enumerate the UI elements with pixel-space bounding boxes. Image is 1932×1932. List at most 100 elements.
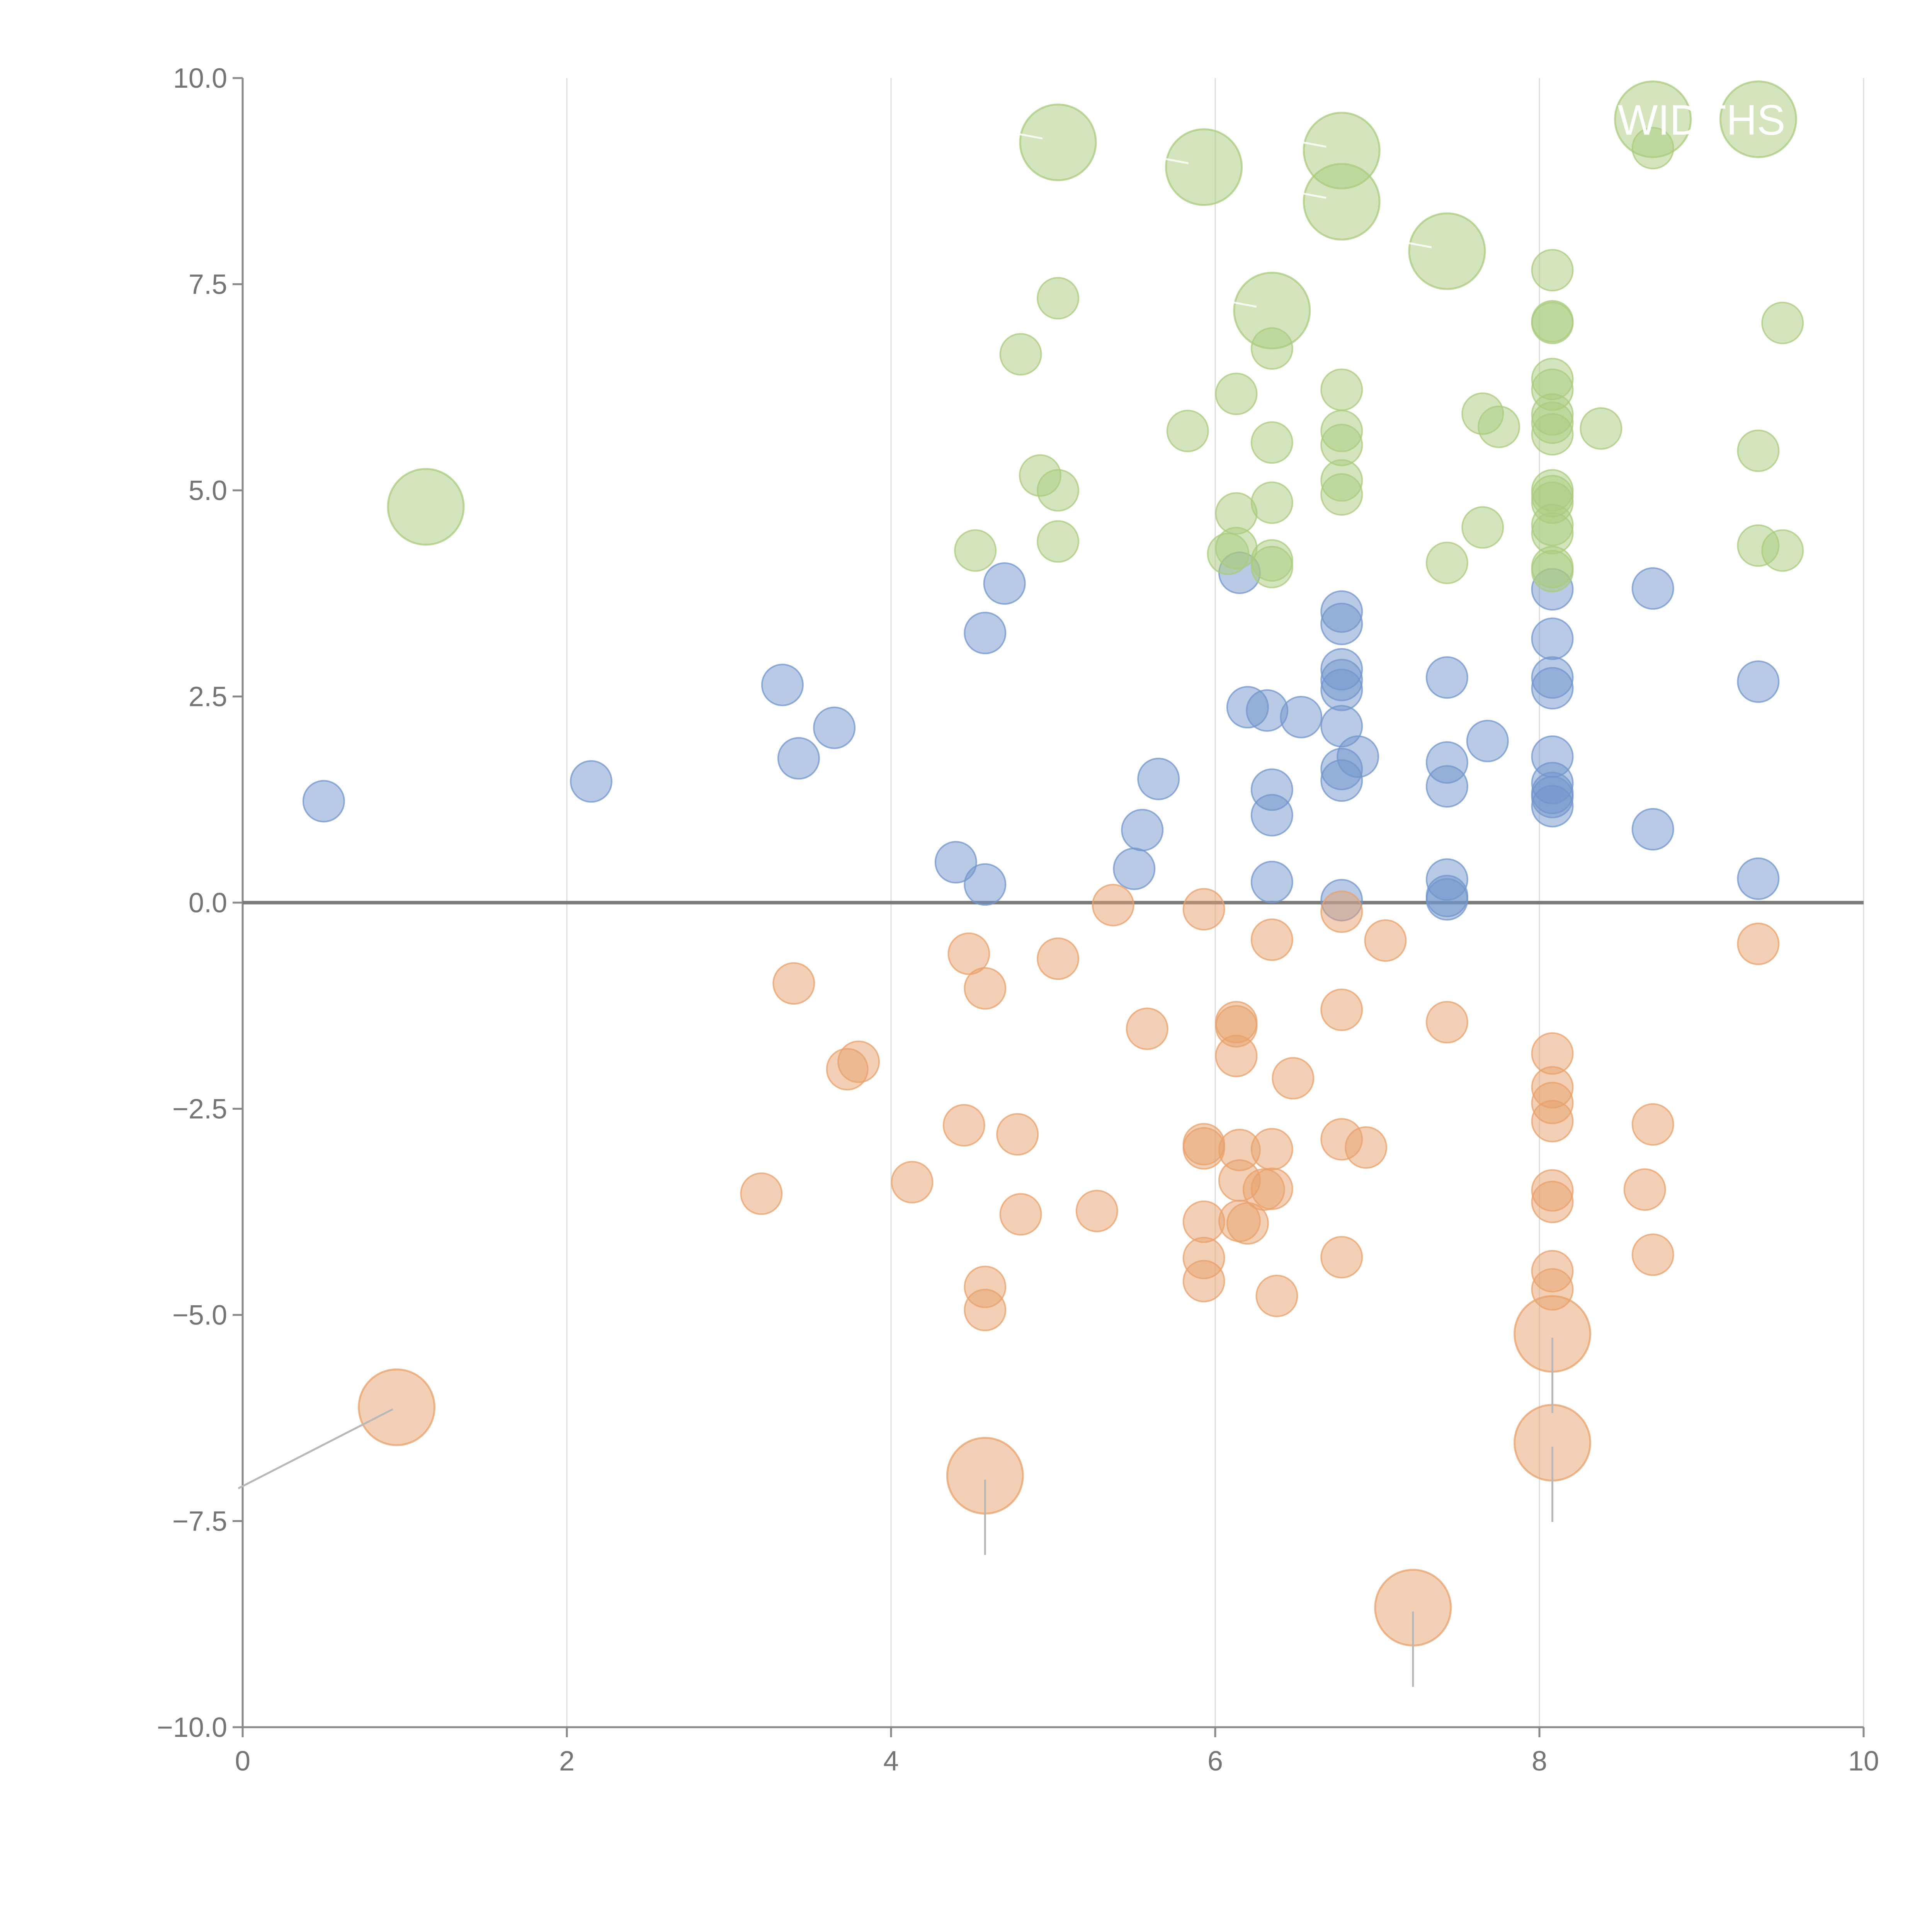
y-tick-label-6: −5.0 xyxy=(172,1300,227,1331)
orange-point-7 xyxy=(964,967,1007,1010)
orange-point-19 xyxy=(1182,1200,1225,1243)
orange-point-0 xyxy=(740,1172,783,1215)
annotation-label: WIDTHS xyxy=(1618,97,1786,144)
axis-layer: 10.0 7.5 5.0 2.5 0.0 −2.5 −5.0 −7.5 −10.0 0 2 4 6 8 10 xyxy=(157,63,1879,1777)
orange-point-10 xyxy=(996,1113,1039,1156)
green-point-10 xyxy=(1215,527,1258,570)
y-tick-label-0: 10.0 xyxy=(173,63,227,94)
green-point-15 xyxy=(1250,546,1293,588)
green-point-12 xyxy=(1250,421,1293,464)
orange-large-point-9 xyxy=(358,1368,436,1446)
blue-point-18 xyxy=(1280,696,1323,738)
orange-point-30 xyxy=(1250,918,1293,961)
orange-point-12 xyxy=(1037,937,1080,980)
green-point-3 xyxy=(1037,277,1080,320)
green-large-point-6 xyxy=(1408,212,1486,290)
green-large-point-5 xyxy=(1233,272,1311,350)
blue-point-20 xyxy=(1320,602,1363,645)
orange-point-51 xyxy=(1623,1168,1666,1211)
orange-point-52 xyxy=(1631,1233,1674,1276)
orange-point-24 xyxy=(1215,1034,1258,1077)
orange-point-1 xyxy=(772,962,815,1005)
orange-point-18 xyxy=(1182,1127,1225,1170)
blue-point-5 xyxy=(964,612,1007,655)
blue-point-47 xyxy=(1737,660,1780,703)
blue-point-6 xyxy=(983,562,1026,605)
blue-point-29 xyxy=(1425,656,1468,699)
x-tick-label-2: 4 xyxy=(883,1746,899,1777)
green-large-point-0 xyxy=(387,468,465,546)
green-point-23 xyxy=(1461,506,1504,549)
orange-point-41 xyxy=(1425,1001,1468,1044)
orange-point-6 xyxy=(947,932,990,975)
blue-point-8 xyxy=(964,863,1007,906)
blue-point-44 xyxy=(1531,785,1574,828)
green-point-8 xyxy=(1215,372,1258,415)
x-tick-label-3: 6 xyxy=(1208,1746,1223,1777)
y-tick-label-8: −10.0 xyxy=(157,1712,227,1743)
orange-point-21 xyxy=(1182,1260,1225,1303)
blue-point-0 xyxy=(302,780,345,823)
x-tick-label-0: 0 xyxy=(235,1746,250,1777)
blue-point-2 xyxy=(761,663,804,706)
green-large-point-2 xyxy=(1165,128,1243,206)
blue-point-46 xyxy=(1631,808,1674,851)
orange-point-53 xyxy=(1737,922,1780,965)
green-large-point-7 xyxy=(1614,80,1692,158)
orange-point-3 xyxy=(837,1040,880,1083)
orange-point-5 xyxy=(942,1104,985,1147)
blue-point-35 xyxy=(1466,719,1509,762)
orange-point-50 xyxy=(1631,1103,1674,1146)
green-point-25 xyxy=(1531,249,1574,292)
y-tick-label-4: 0.0 xyxy=(189,888,227,918)
green-large-point-4 xyxy=(1303,163,1381,241)
green-large-point-1 xyxy=(1019,103,1097,181)
orange-point-33 xyxy=(1255,1274,1298,1317)
blue-point-39 xyxy=(1531,667,1574,710)
callout-line-4 xyxy=(1295,191,1327,199)
blue-point-27 xyxy=(1337,735,1379,778)
orange-point-36 xyxy=(1320,988,1363,1031)
callout-line-3 xyxy=(1295,140,1327,148)
callout-line-1 xyxy=(1011,131,1043,139)
green-point-24 xyxy=(1478,405,1520,448)
points-layer xyxy=(302,80,1804,1647)
y-tick-label-1: 7.5 xyxy=(189,269,227,300)
green-point-4 xyxy=(1037,469,1080,512)
blue-point-7 xyxy=(934,841,977,884)
callout-line-6 xyxy=(1400,240,1432,248)
orange-point-14 xyxy=(1092,884,1134,927)
orange-point-32 xyxy=(1250,1167,1293,1210)
x-tick-label-1: 2 xyxy=(559,1746,575,1777)
blue-point-9 xyxy=(1113,847,1156,890)
green-point-40 xyxy=(1580,407,1622,450)
orange-point-13 xyxy=(1075,1190,1118,1233)
y-tick-label-2: 5.0 xyxy=(189,475,227,506)
blue-point-11 xyxy=(1137,757,1180,800)
blue-point-1 xyxy=(570,760,612,803)
callout-line-2 xyxy=(1157,156,1189,164)
y-tick-label-7: −7.5 xyxy=(172,1506,227,1537)
blue-point-17 xyxy=(1250,861,1293,903)
blue-point-3 xyxy=(777,737,820,780)
orange-point-45 xyxy=(1531,1100,1574,1143)
orange-point-31 xyxy=(1250,1128,1293,1171)
callout-line-9 xyxy=(238,1408,393,1490)
green-point-20 xyxy=(1320,473,1363,516)
y-tick-label-5: −2.5 xyxy=(172,1094,227,1125)
blue-point-10 xyxy=(1121,809,1164,852)
orange-point-15 xyxy=(1126,1007,1168,1050)
blue-point-16 xyxy=(1250,794,1293,837)
green-point-39 xyxy=(1531,550,1574,593)
green-point-27 xyxy=(1531,301,1574,344)
orange-point-9 xyxy=(964,1289,1007,1332)
green-point-13 xyxy=(1250,481,1293,524)
blue-point-4 xyxy=(813,706,856,749)
green-point-6 xyxy=(1166,410,1209,452)
x-tick-label-4: 8 xyxy=(1532,1746,1547,1777)
orange-point-39 xyxy=(1345,1126,1388,1169)
orange-point-34 xyxy=(1272,1057,1315,1100)
blue-point-37 xyxy=(1531,617,1574,660)
orange-point-38 xyxy=(1320,1236,1363,1279)
blue-point-23 xyxy=(1320,668,1363,711)
